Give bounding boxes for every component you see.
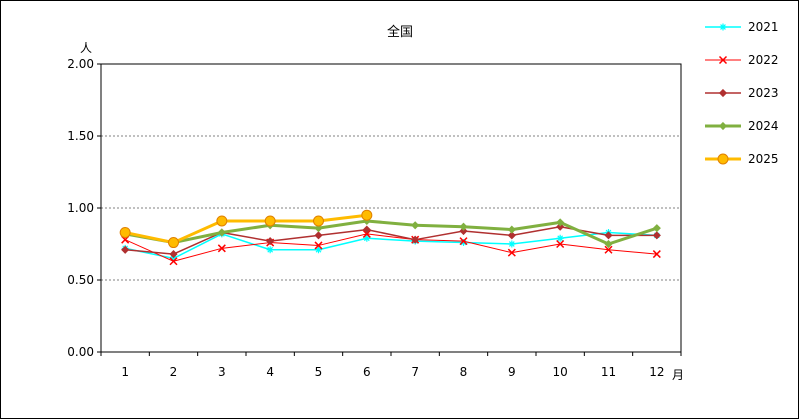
data-point-2024: [411, 221, 420, 230]
data-point-2024: [314, 224, 323, 233]
legend-item-2024: 2024: [705, 119, 779, 133]
data-point-2025: [119, 226, 131, 238]
legend-marker: [718, 88, 728, 98]
x-tick-label: 1: [121, 365, 129, 379]
legend-marker: [719, 23, 727, 31]
data-point-2024: [507, 225, 516, 234]
x-tick-label: 10: [553, 365, 568, 379]
legend-label: 2021: [748, 20, 779, 34]
y-tick-label: 2.00: [67, 57, 94, 71]
chart-title: 全国: [387, 24, 413, 40]
data-point-2021: [508, 240, 516, 248]
data-point-2022: [604, 245, 613, 254]
x-tick-label: 7: [411, 365, 419, 379]
series-line-2024: [124, 219, 658, 246]
data-point-2022: [314, 241, 323, 250]
y-tick-label: 1.50: [67, 129, 94, 143]
y-tick-label: 0.00: [67, 345, 94, 359]
legend-marker: [718, 121, 728, 131]
series-line-2023: [125, 225, 657, 255]
x-tick-label: 11: [601, 365, 616, 379]
data-point-2025: [168, 237, 179, 249]
y-tick-label: 0.50: [67, 273, 94, 287]
data-point-2023: [266, 237, 275, 246]
data-point-2022: [507, 248, 516, 257]
data-point-2025: [361, 209, 373, 221]
data-point-2022: [169, 257, 178, 266]
data-point-2022: [556, 239, 565, 249]
legend-label: 2024: [748, 119, 779, 133]
series-line-2025: [124, 213, 368, 245]
legend-label: 2023: [748, 86, 779, 100]
data-point-2022: [362, 229, 371, 238]
data-point-2021: [363, 234, 371, 242]
legend-marker: [718, 55, 728, 65]
data-point-2025: [264, 215, 276, 227]
x-tick-label: 5: [315, 365, 323, 379]
data-point-2024: [459, 222, 468, 231]
x-tick-label: 9: [508, 365, 516, 379]
y-axis-unit-label: 人: [80, 41, 92, 55]
data-point-2021: [556, 234, 564, 242]
data-point-2022: [652, 250, 661, 259]
data-point-2023: [556, 222, 565, 231]
data-point-2024: [604, 239, 613, 249]
data-point-2021: [266, 246, 274, 254]
legend-label: 2025: [748, 152, 779, 166]
x-tick-label: 12: [649, 365, 664, 379]
x-tick-label: 2: [170, 365, 178, 379]
series-line-2022: [124, 233, 657, 262]
series-line-2021: [125, 231, 657, 260]
data-point-2021: [460, 239, 467, 247]
data-point-2022: [217, 244, 226, 253]
data-point-2025: [313, 215, 324, 227]
data-point-2023: [169, 250, 178, 259]
data-point-2024: [556, 218, 565, 227]
data-point-2021: [170, 254, 177, 262]
legend-item-2021: 2021: [705, 20, 779, 34]
x-tick-label: 4: [266, 365, 274, 379]
data-point-2023: [411, 235, 420, 244]
data-point-2022: [459, 237, 468, 246]
data-point-2024: [652, 224, 661, 233]
plot-area-border: [100, 63, 682, 353]
data-point-2023: [652, 231, 661, 240]
y-tick-label: 1.00: [67, 201, 94, 215]
series-2025: [119, 209, 373, 249]
x-axis-unit-label: 月: [672, 368, 684, 382]
data-point-2023: [121, 245, 130, 254]
data-point-2021: [315, 246, 322, 254]
data-point-2023: [459, 226, 468, 236]
legend-item-2025: 2025: [705, 152, 779, 166]
legend-item-2023: 2023: [705, 86, 779, 100]
legend-item-2022: 2022: [705, 53, 779, 67]
x-tick-label: 3: [218, 365, 226, 379]
legend-label: 2022: [748, 53, 779, 67]
x-tick-label: 6: [363, 365, 371, 379]
data-point-2025: [216, 215, 228, 227]
data-point-2023: [507, 231, 516, 240]
x-tick-label: 8: [460, 365, 468, 379]
legend-marker: [717, 153, 729, 165]
data-point-2023: [604, 231, 613, 240]
data-point-2023: [362, 225, 371, 234]
data-point-2023: [314, 231, 323, 240]
data-point-2024: [217, 228, 226, 237]
